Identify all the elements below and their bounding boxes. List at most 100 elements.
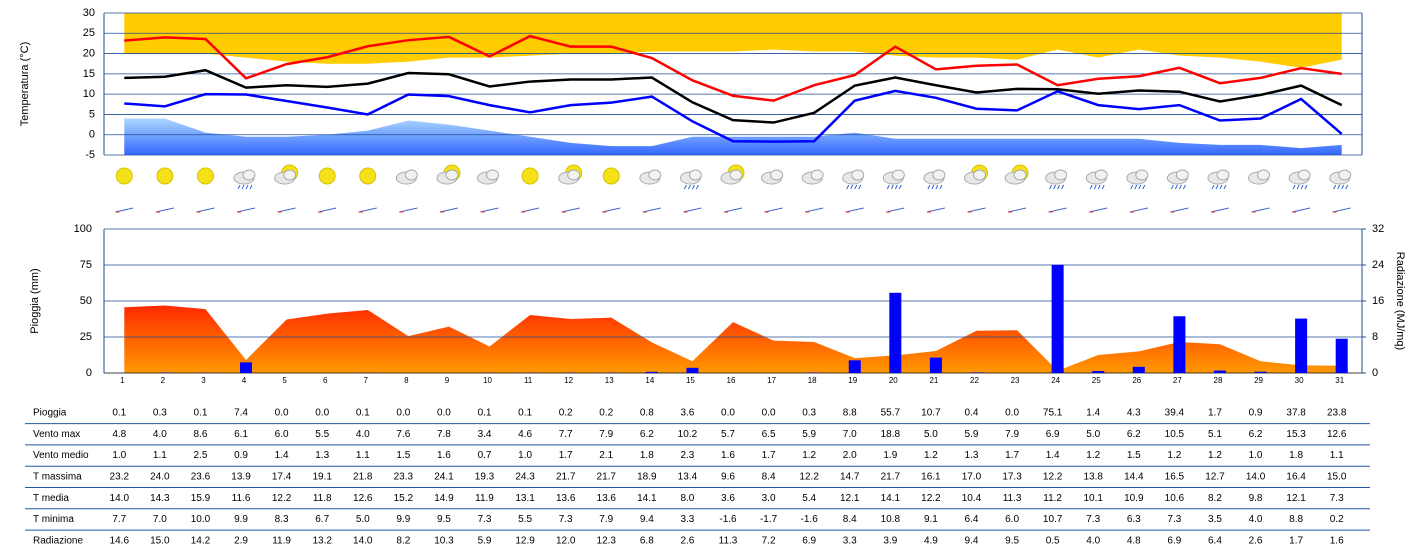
cloud bbox=[729, 169, 743, 181]
table-cell: 1.8 bbox=[640, 450, 654, 461]
table-cell: 10.2 bbox=[678, 429, 698, 440]
x-tick-label: 10 bbox=[483, 376, 492, 385]
y2-tick-label: 0 bbox=[1372, 367, 1378, 379]
x-tick-label: 3 bbox=[201, 376, 206, 385]
rain bbox=[691, 184, 695, 190]
table-cell: 0.8 bbox=[640, 408, 654, 419]
weather-icon bbox=[923, 169, 946, 190]
x-tick-label: 30 bbox=[1295, 376, 1304, 385]
table-cell: 16.5 bbox=[1165, 472, 1185, 483]
rain bbox=[890, 184, 894, 190]
weather-icon bbox=[318, 167, 336, 185]
table-cell: 14.4 bbox=[1124, 472, 1144, 483]
wind-arrow bbox=[520, 207, 540, 213]
weather-icon bbox=[395, 169, 418, 185]
table-cell: 12.3 bbox=[597, 535, 617, 546]
x-tick-label: 7 bbox=[364, 376, 369, 385]
cloud bbox=[810, 169, 824, 181]
x-tick-label: 9 bbox=[445, 376, 450, 385]
table-cell: 1.6 bbox=[437, 450, 451, 461]
table-cell: 6.1 bbox=[234, 429, 248, 440]
table-cell: 13.8 bbox=[1083, 472, 1103, 483]
rain-bar bbox=[970, 372, 983, 373]
table-cell: 2.5 bbox=[193, 450, 207, 461]
rain bbox=[1223, 184, 1227, 190]
table-cell: 1.4 bbox=[1046, 450, 1060, 461]
table-cell: 4.0 bbox=[1249, 514, 1263, 525]
rain bbox=[1142, 184, 1146, 190]
sun bbox=[318, 167, 336, 185]
weather-icon bbox=[1288, 169, 1311, 190]
table-cell: 13.9 bbox=[231, 472, 251, 483]
table-cell: -1.7 bbox=[760, 514, 778, 525]
table-cell: 7.3 bbox=[1086, 514, 1100, 525]
table-cell: 0.3 bbox=[153, 408, 167, 419]
wind-arrow bbox=[967, 207, 986, 213]
x-tick-label: 4 bbox=[242, 376, 247, 385]
cloud bbox=[567, 169, 581, 181]
table-cell: 14.2 bbox=[191, 535, 211, 546]
table-cell: 14.3 bbox=[150, 493, 170, 504]
cloud bbox=[1175, 169, 1189, 181]
table-cell: 7.9 bbox=[1005, 429, 1019, 440]
wind-arrow bbox=[358, 207, 377, 213]
table-cell: 9.5 bbox=[437, 514, 451, 525]
wind-arrow bbox=[1292, 207, 1311, 213]
wind-arrow bbox=[1251, 207, 1270, 213]
table-cell: 75.1 bbox=[1043, 408, 1063, 419]
x-tick-label: 26 bbox=[1132, 376, 1141, 385]
y-tick-label: 25 bbox=[80, 331, 92, 343]
table-cell: 1.0 bbox=[112, 450, 126, 461]
table-cell: 24.3 bbox=[515, 472, 535, 483]
x-tick-label: 2 bbox=[161, 376, 166, 385]
cloud bbox=[648, 169, 662, 181]
weather-icon bbox=[1045, 169, 1068, 190]
row-label: T minima bbox=[33, 514, 74, 525]
cloud bbox=[1297, 169, 1311, 181]
table-cell: 4.8 bbox=[112, 429, 126, 440]
cloud bbox=[1338, 169, 1352, 181]
x-tick-label: 16 bbox=[727, 376, 736, 385]
table-cell: 9.5 bbox=[1005, 535, 1019, 546]
table-cell: 4.0 bbox=[153, 429, 167, 440]
cloud bbox=[486, 169, 500, 181]
table-cell: 11.9 bbox=[475, 493, 494, 504]
table-cell: 7.2 bbox=[762, 535, 776, 546]
rain bbox=[935, 184, 939, 190]
table-cell: 12.2 bbox=[799, 472, 819, 483]
table-cell: 13.6 bbox=[597, 493, 617, 504]
temperature-line bbox=[124, 68, 1343, 124]
table-cell: 4.8 bbox=[1127, 535, 1141, 546]
rain bbox=[1219, 184, 1223, 190]
table-cell: 19.3 bbox=[475, 472, 495, 483]
table-cell: 0.0 bbox=[721, 408, 735, 419]
table-cell: 1.1 bbox=[1330, 450, 1344, 461]
wind-arrow bbox=[155, 207, 174, 213]
x-tick-label: 5 bbox=[282, 376, 287, 385]
rain bbox=[1138, 184, 1142, 190]
table-cell: 1.3 bbox=[965, 450, 979, 461]
table-cell: 1.6 bbox=[1330, 535, 1344, 546]
wind-arrow bbox=[642, 207, 661, 213]
weather-icon bbox=[801, 169, 824, 185]
wind-arrow bbox=[845, 207, 864, 213]
y2-axis-label: Radiazione (MJ/mq) bbox=[1394, 252, 1406, 350]
table-cell: 1.1 bbox=[356, 450, 370, 461]
normal-max-band bbox=[124, 13, 1342, 68]
table-cell: 14.0 bbox=[353, 535, 373, 546]
rain bbox=[939, 184, 943, 190]
table-cell: 2.0 bbox=[843, 450, 857, 461]
table-cell: 1.4 bbox=[275, 450, 289, 461]
rain-bar bbox=[1132, 366, 1145, 373]
wind-arrow bbox=[805, 207, 824, 213]
rain bbox=[931, 184, 935, 190]
table-cell: 7.3 bbox=[559, 514, 573, 525]
table-cell: 4.3 bbox=[1127, 408, 1141, 419]
table-cell: 9.6 bbox=[721, 472, 735, 483]
weather-icon bbox=[842, 169, 865, 190]
rain bbox=[846, 184, 850, 190]
rain bbox=[687, 184, 691, 190]
wind-arrow bbox=[318, 207, 337, 213]
table-cell: 7.0 bbox=[153, 514, 167, 525]
x-tick-label: 22 bbox=[970, 376, 979, 385]
